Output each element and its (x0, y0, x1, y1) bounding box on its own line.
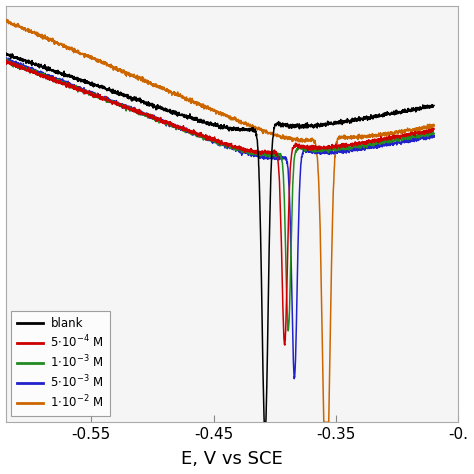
1$\cdot$10$^{-2}$ M (419, 126, 425, 132)
5$\cdot$10$^{-4}$ M (211, 137, 217, 142)
5$\cdot$10$^{-3}$ M (200, 134, 206, 139)
blank (340, 118, 346, 124)
blank (211, 123, 217, 128)
blank (25, 58, 30, 64)
blank (261, 419, 267, 425)
5$\cdot$10$^{-4}$ M (431, 126, 437, 131)
Line: 5$\cdot$10$^{-3}$ M: 5$\cdot$10$^{-3}$ M (6, 58, 434, 379)
1$\cdot$10$^{-2}$ M (419, 124, 425, 130)
Line: 1$\cdot$10$^{-2}$ M: 1$\cdot$10$^{-2}$ M (6, 20, 434, 422)
5$\cdot$10$^{-4}$ M (340, 142, 346, 148)
5$\cdot$10$^{-4}$ M (282, 342, 288, 348)
5$\cdot$10$^{-3}$ M (211, 138, 217, 144)
1$\cdot$10$^{-2}$ M (5, 17, 10, 23)
5$\cdot$10$^{-4}$ M (200, 132, 206, 137)
5$\cdot$10$^{-3}$ M (419, 136, 425, 141)
blank (200, 118, 206, 124)
5$\cdot$10$^{-4}$ M (3, 59, 9, 64)
Legend: blank, 5$\cdot$10$^{-4}$ M, 1$\cdot$10$^{-3}$ M, 5$\cdot$10$^{-3}$ M, 1$\cdot$10: blank, 5$\cdot$10$^{-4}$ M, 1$\cdot$10$^… (11, 311, 110, 416)
1$\cdot$10$^{-3}$ M (3, 56, 9, 62)
1$\cdot$10$^{-3}$ M (419, 132, 425, 138)
1$\cdot$10$^{-2}$ M (431, 123, 437, 128)
5$\cdot$10$^{-4}$ M (419, 129, 425, 135)
5$\cdot$10$^{-3}$ M (292, 376, 297, 382)
Line: 5$\cdot$10$^{-4}$ M: 5$\cdot$10$^{-4}$ M (6, 60, 434, 345)
1$\cdot$10$^{-3}$ M (5, 56, 10, 62)
1$\cdot$10$^{-2}$ M (200, 101, 206, 107)
blank (3, 51, 9, 56)
5$\cdot$10$^{-3}$ M (340, 150, 346, 156)
1$\cdot$10$^{-2}$ M (340, 135, 346, 140)
5$\cdot$10$^{-4}$ M (419, 130, 425, 136)
1$\cdot$10$^{-2}$ M (321, 419, 327, 425)
Line: 1$\cdot$10$^{-3}$ M: 1$\cdot$10$^{-3}$ M (6, 59, 434, 331)
5$\cdot$10$^{-3}$ M (419, 134, 425, 140)
1$\cdot$10$^{-2}$ M (211, 107, 217, 112)
X-axis label: E, V vs SCE: E, V vs SCE (181, 450, 283, 468)
1$\cdot$10$^{-3}$ M (200, 135, 206, 140)
blank (431, 102, 437, 108)
5$\cdot$10$^{-4}$ M (4, 57, 9, 63)
blank (419, 105, 425, 111)
blank (3, 50, 9, 56)
1$\cdot$10$^{-2}$ M (3, 18, 9, 24)
5$\cdot$10$^{-3}$ M (25, 64, 30, 70)
1$\cdot$10$^{-3}$ M (340, 146, 346, 152)
1$\cdot$10$^{-3}$ M (431, 131, 437, 137)
1$\cdot$10$^{-3}$ M (25, 66, 30, 72)
1$\cdot$10$^{-3}$ M (419, 133, 425, 138)
5$\cdot$10$^{-3}$ M (431, 134, 437, 140)
1$\cdot$10$^{-3}$ M (285, 328, 291, 334)
Line: blank: blank (6, 53, 434, 422)
5$\cdot$10$^{-3}$ M (3, 57, 9, 63)
5$\cdot$10$^{-3}$ M (3, 55, 9, 61)
1$\cdot$10$^{-2}$ M (25, 27, 30, 33)
5$\cdot$10$^{-4}$ M (25, 66, 30, 72)
blank (419, 105, 425, 111)
1$\cdot$10$^{-3}$ M (211, 138, 217, 144)
